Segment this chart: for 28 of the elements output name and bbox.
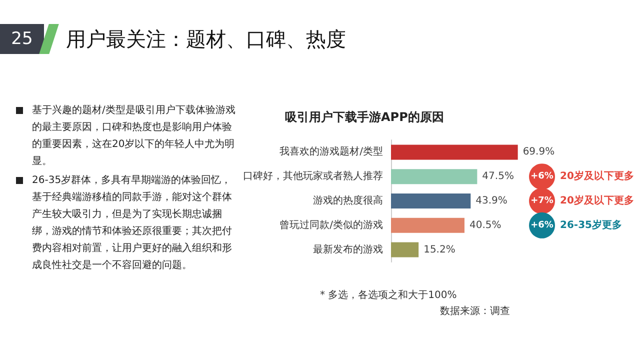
data-label: 40.5% xyxy=(469,220,502,231)
data-label: 15.2% xyxy=(424,244,456,256)
text: 20岁及以下更多 xyxy=(560,194,634,206)
text: 26-35岁群体，多具有早期端游的体验回忆，基于经典端游移植的同款手游，能对这个群体产生较大吸引力，但是为了实现长期忠诚捆绑，游戏的情节和体验还原很重要；其次把付费内容相对前置，让用户更好的融入组织和形成良性社交是一个不容回避的问题。 xyxy=(32,174,233,273)
y-tick-label: 游戏的热度很高 xyxy=(313,194,383,206)
bar xyxy=(391,194,471,208)
source-note: 数据来源：调查 xyxy=(440,304,510,318)
data-label: 47.5% xyxy=(482,171,514,182)
text: 26-35岁更多 xyxy=(560,218,622,231)
bar xyxy=(391,218,464,233)
bar xyxy=(391,242,419,258)
text: * 多选，各选项之和大于100% xyxy=(320,288,457,302)
text: 25 xyxy=(0,24,44,54)
text: +6% xyxy=(530,172,554,182)
text: 20岁及以下更多 xyxy=(560,170,634,182)
y-tick-label: 最新发布的游戏 xyxy=(313,243,383,256)
y-tick-label: 口碑好，其他玩家或者熟人推荐 xyxy=(243,170,383,182)
bar xyxy=(391,169,478,184)
text: 基于兴趣的题材/类型是吸引用户下载体验游戏的最主要原因，口碑和热度也是影响用户体验的重要因素，这在20岁以下的年轻人中尤为明显。 xyxy=(32,104,236,169)
text: +6% xyxy=(530,220,554,230)
y-tick-label: 曾玩过同款/类似的游戏 xyxy=(280,218,383,231)
y-tick-label: 我喜欢的游戏题材/类型 xyxy=(280,146,383,158)
text: +7% xyxy=(530,196,554,206)
bar xyxy=(391,144,518,160)
chart-subtitle: 吸引用户下载手游APP的原因 xyxy=(285,110,444,124)
text: 用户最关注：题材、口碑、热度 xyxy=(66,26,346,53)
data-label: 43.9% xyxy=(476,196,508,206)
data-label: 69.9% xyxy=(522,146,555,158)
